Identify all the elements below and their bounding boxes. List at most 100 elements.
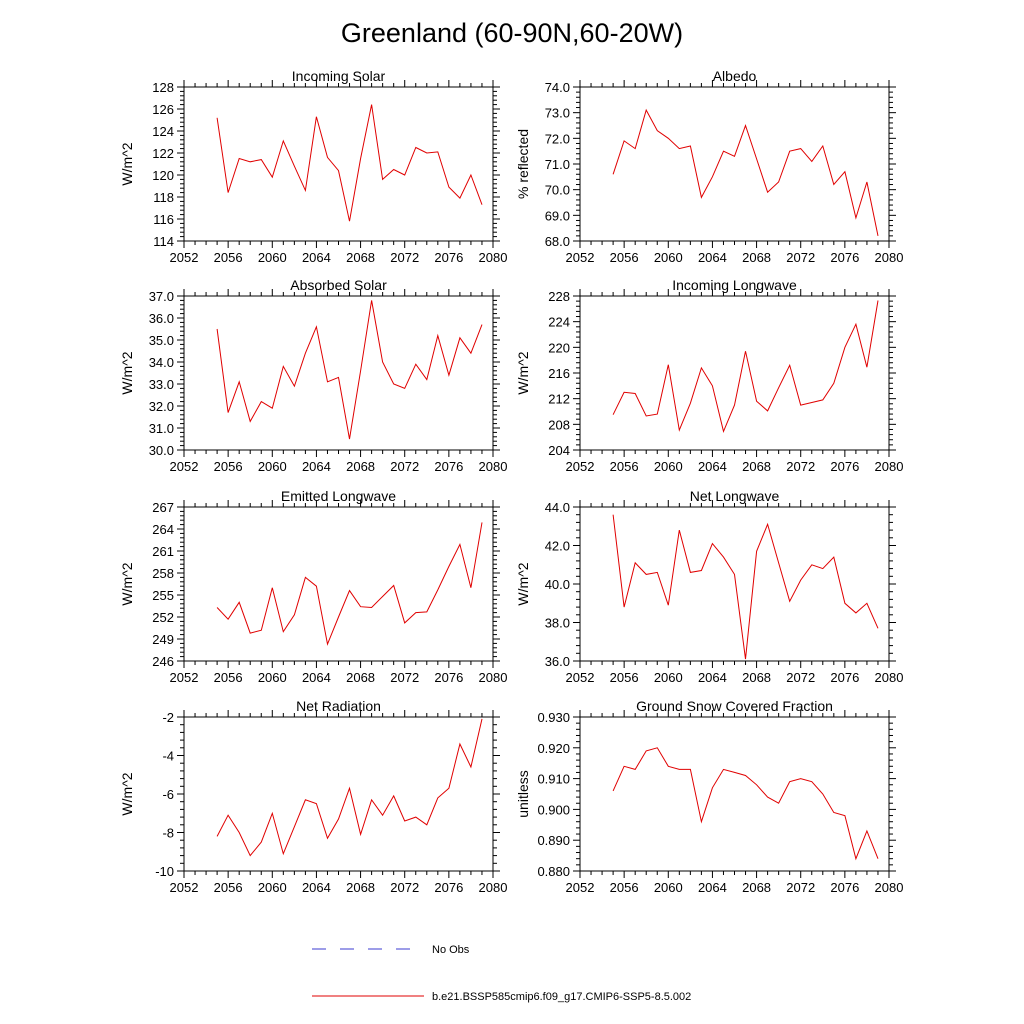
series-line — [612, 514, 879, 660]
y-tick-label: 31.0 — [149, 421, 174, 436]
panel-title: Net Radiation — [296, 698, 381, 714]
y-tick-label: 40.0 — [545, 577, 570, 592]
y-tick-label: 264 — [152, 522, 174, 537]
x-tick-label: 2072 — [390, 250, 419, 265]
series-line — [612, 300, 879, 433]
y-tick-label: 228 — [548, 289, 570, 304]
x-tick-label: 2072 — [786, 250, 815, 265]
x-tick-label: 2060 — [258, 459, 287, 474]
x-tick-label: 2076 — [830, 880, 859, 895]
y-tick-label: 72.0 — [545, 131, 570, 146]
panel-absorbed-solar: Absorbed Solar W/m^2 2052 2056 2060 2064 2068 2… — [119, 277, 507, 474]
y-tick-label: 122 — [152, 146, 174, 161]
x-tick-label: 2056 — [610, 250, 639, 265]
x-tick-label: 2052 — [170, 880, 199, 895]
y-tick-label: 258 — [152, 566, 174, 581]
panel-title: Emitted Longwave — [281, 488, 396, 504]
x-tick-label: 2072 — [786, 670, 815, 685]
x-tick-label: 2080 — [875, 670, 904, 685]
x-tick-label: 2060 — [654, 670, 683, 685]
panel-emitted-longwave: Emitted Longwave W/m^2 2052 2056 2060 2064 206… — [119, 488, 507, 685]
y-tick-label: 204 — [548, 443, 570, 458]
y-axis-label: W/m^2 — [515, 562, 531, 605]
y-tick-label: -2 — [162, 710, 174, 725]
y-axis-label: % reflected — [515, 129, 531, 199]
panel-title: Incoming Solar — [292, 68, 386, 84]
x-tick-label: 2064 — [698, 670, 727, 685]
x-tick-label: 2068 — [346, 250, 375, 265]
x-tick-label: 2080 — [875, 880, 904, 895]
y-tick-label: 37.0 — [149, 289, 174, 304]
y-tick-label: 33.0 — [149, 377, 174, 392]
y-tick-label: 38.0 — [545, 616, 570, 631]
y-tick-label: 0.890 — [537, 833, 570, 848]
plot-frame — [579, 506, 890, 662]
x-tick-label: 2064 — [698, 880, 727, 895]
x-tick-label: 2064 — [698, 250, 727, 265]
x-tick-label: 2068 — [742, 459, 771, 474]
y-tick-label: 120 — [152, 168, 174, 183]
x-tick-label: 2068 — [742, 250, 771, 265]
panel-ground-snow-covered-fraction: Ground Snow Covered Fraction unitless 2052… — [515, 698, 903, 895]
y-tick-label: -8 — [162, 826, 174, 841]
y-tick-label: 0.910 — [537, 772, 570, 787]
y-tick-label: 71.0 — [545, 157, 570, 172]
plot-frame — [579, 716, 890, 872]
y-tick-label: 246 — [152, 654, 174, 669]
x-tick-label: 2056 — [610, 459, 639, 474]
x-tick-label: 2072 — [390, 880, 419, 895]
x-tick-label: 2060 — [258, 250, 287, 265]
y-tick-label: 255 — [152, 588, 174, 603]
x-tick-label: 2064 — [302, 459, 331, 474]
y-tick-label: -4 — [162, 749, 174, 764]
y-tick-label: 124 — [152, 124, 174, 139]
x-tick-label: 2080 — [875, 459, 904, 474]
y-tick-label: 224 — [548, 315, 570, 330]
x-tick-label: 2068 — [346, 670, 375, 685]
y-tick-label: 249 — [152, 632, 174, 647]
x-tick-label: 2060 — [654, 250, 683, 265]
y-tick-label: 35.0 — [149, 333, 174, 348]
x-tick-label: 2080 — [479, 250, 508, 265]
y-tick-label: 128 — [152, 80, 174, 95]
plot-frame — [579, 295, 890, 451]
x-tick-label: 2080 — [875, 250, 904, 265]
panels: Incoming Solar W/m^2 2052 2056 2060 2064 2068 2… — [119, 68, 903, 895]
x-tick-label: 2060 — [258, 670, 287, 685]
x-tick-label: 2060 — [654, 880, 683, 895]
y-tick-label: 0.880 — [537, 864, 570, 879]
x-tick-label: 2080 — [479, 459, 508, 474]
x-tick-label: 2052 — [566, 250, 595, 265]
x-tick-label: 2076 — [434, 880, 463, 895]
series-line — [612, 747, 879, 861]
panel-title: Ground Snow Covered Fraction — [636, 698, 833, 714]
y-tick-label: -6 — [162, 787, 174, 802]
y-tick-label: 212 — [548, 392, 570, 407]
y-tick-label: 116 — [153, 212, 174, 227]
x-tick-label: 2076 — [830, 250, 859, 265]
x-tick-label: 2056 — [214, 670, 243, 685]
plot-frame — [183, 716, 494, 872]
y-tick-label: 252 — [152, 610, 174, 625]
panel-title: Absorbed Solar — [290, 277, 387, 293]
y-tick-label: 0.930 — [537, 710, 570, 725]
x-tick-label: 2052 — [566, 880, 595, 895]
x-tick-label: 2076 — [434, 250, 463, 265]
x-tick-label: 2068 — [742, 670, 771, 685]
y-axis-label: W/m^2 — [515, 351, 531, 394]
y-tick-label: 267 — [152, 500, 174, 515]
series-line — [216, 104, 483, 222]
panel-albedo: Albedo % reflected 2052 2056 2060 2064 2068 207… — [515, 68, 903, 265]
x-tick-label: 2052 — [566, 459, 595, 474]
panel-net-radiation: Net Radiation W/m^2 2052 2056 2060 2064 2068 20… — [119, 698, 507, 895]
x-tick-label: 2068 — [346, 459, 375, 474]
x-tick-label: 2052 — [170, 250, 199, 265]
y-tick-label: 69.0 — [545, 208, 570, 223]
y-axis-label: W/m^2 — [119, 351, 135, 394]
series-line — [216, 522, 483, 646]
panel-incoming-longwave: Incoming Longwave W/m^2 2052 2056 2060 2064 20… — [515, 277, 903, 474]
y-tick-label: 0.920 — [537, 741, 570, 756]
y-tick-label: 44.0 — [545, 500, 570, 515]
x-tick-label: 2064 — [302, 250, 331, 265]
y-tick-label: 114 — [153, 234, 174, 249]
